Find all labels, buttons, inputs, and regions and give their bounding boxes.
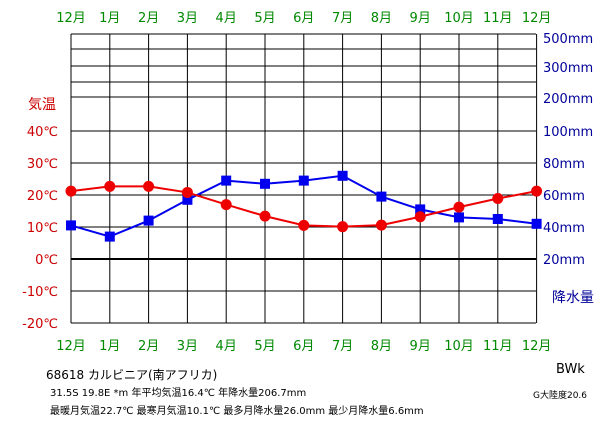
temperature-point xyxy=(65,185,77,197)
temperature-point xyxy=(143,180,155,192)
temperature-point xyxy=(259,210,271,222)
temperature-point xyxy=(375,219,387,231)
temperature-tick-label: 30℃ xyxy=(27,157,58,172)
month-label-top: 4月 xyxy=(216,11,237,26)
precipitation-point xyxy=(376,191,387,202)
precipitation-tick-label: 300mm xyxy=(543,61,593,76)
series xyxy=(65,170,543,242)
precipitation-axis: 500mm 300mm 200mm 100mm 80mm 60mm 40mm 20mm xyxy=(543,32,593,268)
month-label-top: 5月 xyxy=(254,11,275,26)
month-label-bottom: 4月 xyxy=(216,339,237,354)
precipitation-point xyxy=(415,204,426,215)
precipitation-tick-label: 80mm xyxy=(543,157,585,172)
precipitation-axis-title: 降水量 xyxy=(552,290,594,306)
precipitation-point xyxy=(221,175,232,186)
month-label-bottom: 2月 xyxy=(138,339,159,354)
month-label-bottom: 7月 xyxy=(332,339,353,354)
month-label-bottom: 11月 xyxy=(483,339,513,354)
month-labels-top: 12月 1月 2月 3月 4月 5月 6月 7月 8月 9月 10月 11月 12月 xyxy=(56,11,551,26)
chart-grid xyxy=(70,33,538,324)
station-stats-line-2: 最暖月気温22.7℃ 最寒月気温10.1℃ 最多月降水量26.0mm 最少月降水… xyxy=(50,406,424,417)
temperature-tick-label: 10℃ xyxy=(27,221,58,236)
month-label-top: 12月 xyxy=(56,11,86,26)
temperature-tick-label: 0℃ xyxy=(35,253,58,268)
month-label-bottom: 12月 xyxy=(522,339,552,354)
month-label-bottom: 1月 xyxy=(99,339,120,354)
month-label-top: 7月 xyxy=(332,11,353,26)
precipitation-point xyxy=(337,170,348,181)
month-label-bottom: 3月 xyxy=(177,339,198,354)
month-label-top: 10月 xyxy=(444,11,474,26)
station-name: 68618 カルビニア(南アフリカ) xyxy=(46,368,218,382)
precipitation-point xyxy=(143,215,154,226)
temperature-point xyxy=(453,201,465,213)
temperature-tick-label: -10℃ xyxy=(22,285,58,300)
precipitation-point xyxy=(182,194,193,205)
month-label-top: 2月 xyxy=(138,11,159,26)
precipitation-point xyxy=(298,175,309,186)
month-label-top: 11月 xyxy=(483,11,513,26)
month-label-bottom: 8月 xyxy=(371,339,392,354)
precipitation-point xyxy=(66,220,76,231)
temperature-axis-title: 気温 xyxy=(28,97,56,113)
precipitation-point xyxy=(454,212,464,223)
station-stats-line-1: 31.5S 19.8E *m 年平均気温16.4℃ 年降水量206.7mm xyxy=(50,388,307,399)
precipitation-tick-label: 500mm xyxy=(543,32,593,47)
month-labels-bottom: 12月 1月 2月 3月 4月 5月 6月 7月 8月 9月 10月 11月 12月 xyxy=(56,339,551,354)
precipitation-tick-label: 20mm xyxy=(543,253,585,268)
precipitation-point xyxy=(104,231,115,242)
temperature-point xyxy=(104,180,116,192)
climate-classification: BWk xyxy=(556,362,585,377)
temperature-point xyxy=(220,199,232,211)
temperature-point xyxy=(414,211,426,223)
continentality-index: G大陸度20.6 xyxy=(533,391,588,401)
precipitation-point xyxy=(260,178,270,189)
month-label-top: 6月 xyxy=(293,11,314,26)
precipitation-point xyxy=(492,214,503,224)
month-label-bottom: 12月 xyxy=(56,339,86,354)
temperature-tick-label: 20℃ xyxy=(27,189,58,204)
temperature-tick-label: 40℃ xyxy=(27,125,58,140)
month-label-top: 1月 xyxy=(99,11,120,26)
precipitation-tick-label: 60mm xyxy=(543,189,585,204)
month-label-top: 3月 xyxy=(177,11,198,26)
temperature-point xyxy=(181,186,193,198)
month-label-bottom: 10月 xyxy=(444,339,474,354)
temperature-axis: 40℃ 30℃ 20℃ 10℃ 0℃ -10℃ -20℃ xyxy=(22,125,58,332)
precipitation-tick-label: 100mm xyxy=(543,125,593,140)
month-label-bottom: 6月 xyxy=(293,339,314,354)
temperature-tick-label: -20℃ xyxy=(22,317,58,332)
temperature-point xyxy=(298,219,310,231)
temperature-point xyxy=(492,193,504,205)
climate-chart: 12月 1月 2月 3月 4月 5月 6月 7月 8月 9月 10月 11月 12月 12月 1月 2月 3月… xyxy=(22,11,594,354)
month-label-bottom: 5月 xyxy=(254,339,275,354)
precipitation-point xyxy=(531,218,542,229)
month-label-top: 9月 xyxy=(410,11,431,26)
precipitation-tick-label: 200mm xyxy=(543,92,593,107)
month-label-top: 8月 xyxy=(371,11,392,26)
precipitation-tick-label: 40mm xyxy=(543,221,585,236)
temperature-point xyxy=(337,221,349,233)
month-label-bottom: 9月 xyxy=(410,339,431,354)
temperature-point xyxy=(531,185,543,197)
month-label-top: 12月 xyxy=(522,11,552,26)
